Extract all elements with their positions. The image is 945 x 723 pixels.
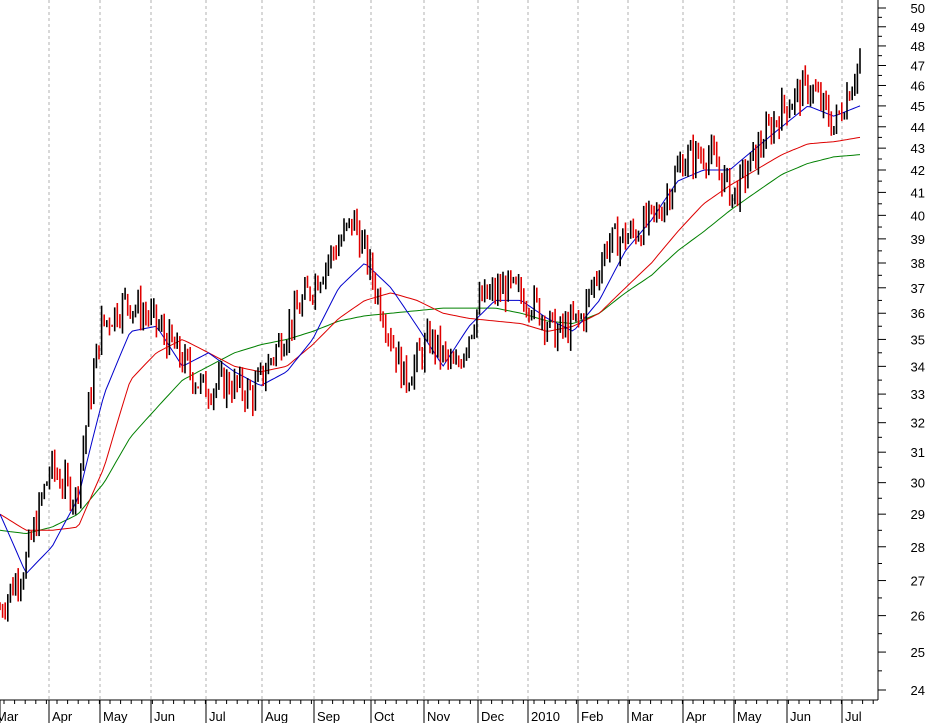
y-tick-label: 29 <box>911 507 925 522</box>
y-tick-label: 34 <box>911 359 925 374</box>
y-tick-label: 26 <box>911 609 925 624</box>
x-tick-label: Aug <box>265 709 288 723</box>
y-tick-label: 48 <box>911 39 925 54</box>
y-tick-label: 44 <box>911 120 925 135</box>
y-tick-label: 43 <box>911 141 925 156</box>
y-tick-label: 40 <box>911 208 925 223</box>
x-tick-label: 2010 <box>531 709 560 723</box>
y-tick-label: 41 <box>911 185 925 200</box>
ma-long-line <box>0 154 861 535</box>
x-tick-label: Jul <box>209 709 226 723</box>
x-axis: Mar Apr May Jun Jul Aug Sep Oct Nov Dec 2010 Feb Mar… <box>0 699 878 723</box>
y-tick-label: 39 <box>911 232 925 247</box>
y-tick-label: 50 <box>911 1 925 16</box>
y-tick-label: 46 <box>911 78 925 93</box>
y-tick-label: 25 <box>911 645 925 660</box>
x-tick-label: Mar <box>631 709 654 723</box>
y-tick-label: 30 <box>911 476 925 491</box>
y-tick-label: 27 <box>911 574 925 589</box>
y-tick-label: 36 <box>911 306 925 321</box>
x-tick-label: Nov <box>427 709 451 723</box>
y-tick-label: 42 <box>911 163 925 178</box>
price-bars <box>0 48 861 622</box>
x-tick-label: Oct <box>374 709 395 723</box>
x-tick-label: Dec <box>481 709 505 723</box>
x-tick-label: Feb <box>581 709 603 723</box>
x-tick-label: Jul <box>845 709 862 723</box>
x-tick-label: May <box>103 709 128 723</box>
x-tick-label: Mar <box>0 709 19 723</box>
y-tick-label: 33 <box>911 387 925 402</box>
y-axis: 24 25 26 27 28 29 30 31 32 33 34 35 36 37 38 39 40 41 42 43… <box>877 0 925 700</box>
x-tick-label: Jun <box>154 709 175 723</box>
x-tick-label: Jun <box>790 709 811 723</box>
grid-lines <box>48 0 843 700</box>
y-tick-label: 37 <box>911 281 925 296</box>
y-tick-label: 35 <box>911 332 925 347</box>
y-tick-label: 45 <box>911 99 925 114</box>
y-tick-label: 28 <box>911 540 925 555</box>
y-tick-label: 31 <box>911 445 925 460</box>
x-tick-label: May <box>737 709 762 723</box>
x-tick-label: Apr <box>52 709 73 723</box>
y-tick-label: 32 <box>911 416 925 431</box>
ma-mid-line <box>0 136 861 531</box>
x-tick-label: Sep <box>317 709 340 723</box>
y-tick-label: 47 <box>911 58 925 73</box>
x-tick-label: Apr <box>686 709 707 723</box>
y-tick-label: 49 <box>911 20 925 35</box>
y-tick-label: 38 <box>911 256 925 271</box>
y-tick-label: 24 <box>911 683 925 698</box>
